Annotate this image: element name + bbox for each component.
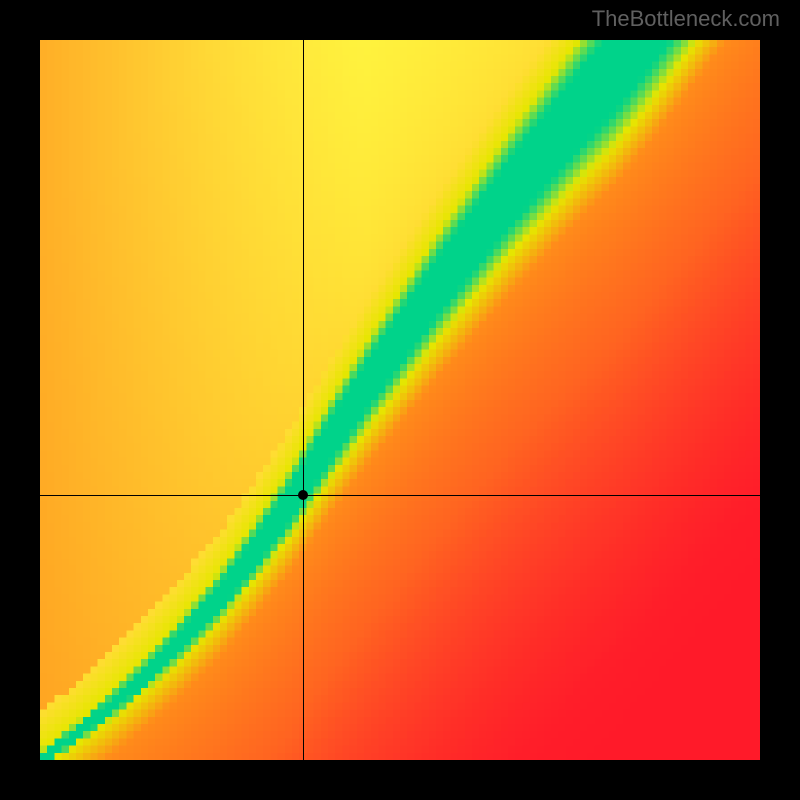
crosshair-horizontal [40,495,760,496]
crosshair-vertical [303,40,304,760]
watermark-text: TheBottleneck.com [592,6,780,32]
chart-container: TheBottleneck.com [0,0,800,800]
plot-area [40,40,760,760]
bottleneck-heatmap [40,40,760,760]
crosshair-point [298,490,308,500]
